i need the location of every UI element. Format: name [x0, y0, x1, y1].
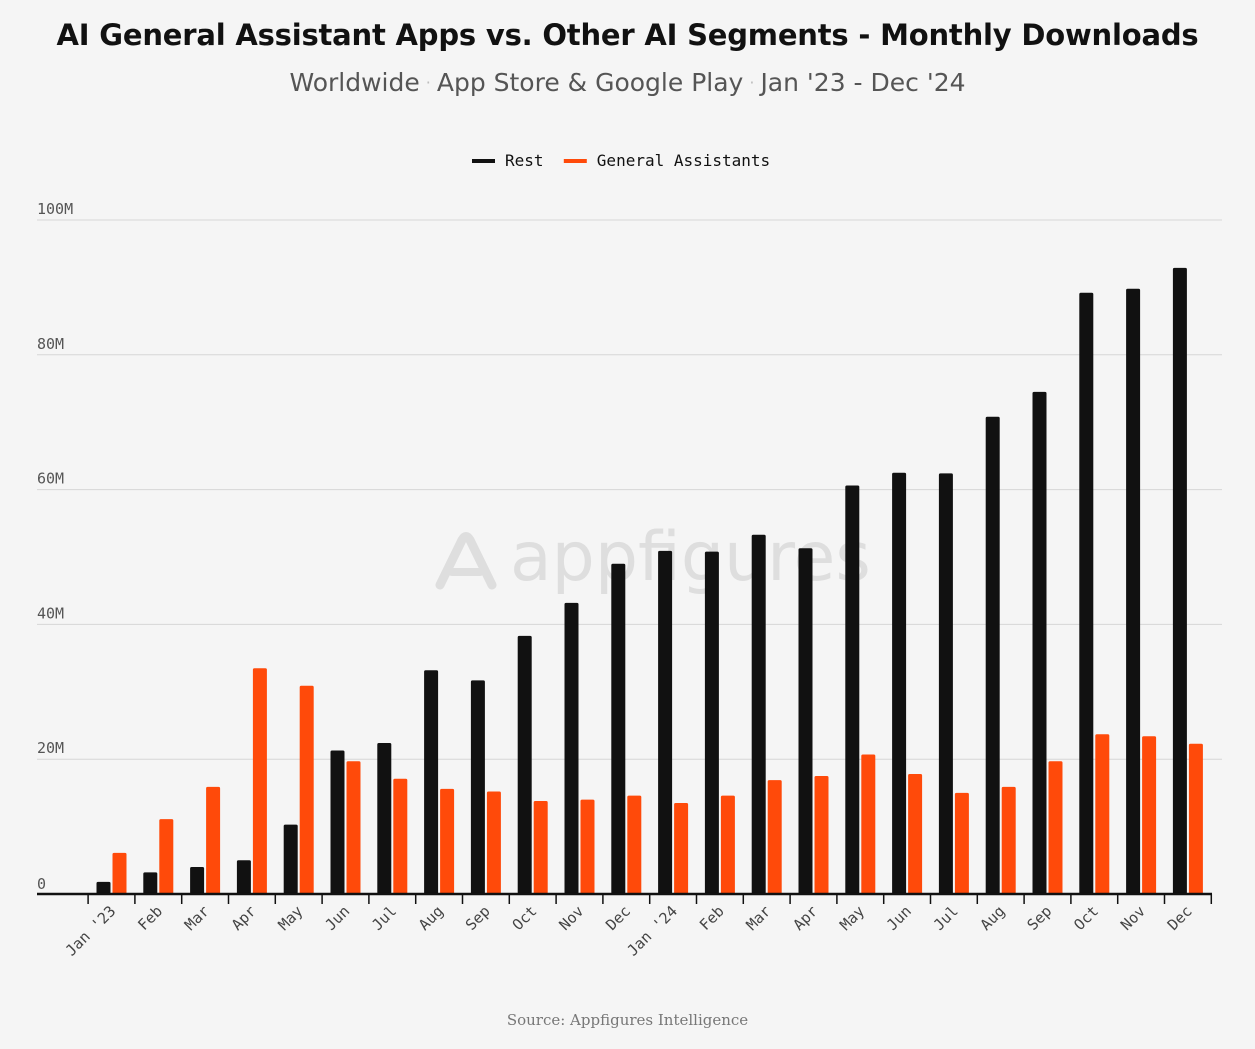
bar-general-assistants	[252, 668, 267, 894]
subtitle-separator: ·	[425, 73, 431, 92]
bar-general-assistants	[299, 685, 314, 894]
bar-rest	[1079, 292, 1094, 894]
bar-rest	[517, 635, 532, 894]
x-tick-label: Jul	[368, 902, 400, 934]
bar-rest	[1172, 267, 1187, 894]
x-tick-label: Jun	[883, 902, 915, 934]
bar-general-assistants	[954, 792, 969, 894]
bar-rest	[564, 602, 579, 894]
x-tick-label: Oct	[509, 902, 541, 934]
legend-label: Rest	[505, 151, 544, 170]
bar-general-assistants	[767, 780, 782, 894]
legend-label: General Assistants	[597, 151, 770, 170]
bar-rest	[330, 750, 345, 894]
bar-rest	[892, 472, 907, 894]
y-tick-label: 60M	[37, 470, 64, 488]
bar-rest	[470, 680, 485, 894]
bars	[96, 267, 1203, 894]
bar-general-assistants	[533, 800, 548, 894]
bar-general-assistants	[112, 852, 127, 894]
bar-rest	[1032, 391, 1047, 894]
x-tick-label: Nov	[555, 902, 587, 934]
bar-general-assistants	[1188, 743, 1203, 894]
bar-general-assistants	[1048, 761, 1063, 894]
bar-general-assistants	[206, 786, 221, 894]
bar-rest	[96, 881, 111, 894]
chart-subtitle: Worldwide · App Store & Google Play · Jan '2…	[0, 68, 1255, 97]
x-tick-label: Jan '24	[623, 902, 680, 959]
bar-rest	[704, 551, 719, 894]
bar-rest	[751, 534, 766, 894]
bar-rest	[845, 485, 860, 894]
x-tick-label: Jun	[321, 902, 353, 934]
bar-general-assistants	[1142, 736, 1157, 894]
x-tick-label: Apr	[789, 902, 821, 934]
source-note: Source: Appfigures Intelligence	[506, 1011, 749, 1029]
y-tick-label: 40M	[37, 604, 64, 622]
subtitle-stores: App Store & Google Play	[436, 68, 744, 97]
chart-title: AI General Assistant Apps vs. Other AI S…	[56, 18, 1199, 52]
x-tick-label: Jul	[930, 902, 962, 934]
bar-general-assistants	[486, 791, 501, 894]
x-tick-label: Aug	[415, 902, 447, 934]
x-tick-label: Dec	[1164, 902, 1196, 934]
legend-item-rest: Rest	[472, 151, 544, 170]
legend: Rest General Assistants	[472, 151, 770, 170]
bar-rest	[143, 872, 158, 894]
y-tick-label: 80M	[37, 335, 64, 353]
x-tick-label: May	[836, 902, 868, 934]
bar-general-assistants	[720, 795, 735, 894]
bar-general-assistants	[346, 761, 361, 894]
bar-rest	[424, 670, 439, 894]
x-tick-label: Oct	[1070, 902, 1102, 934]
appfigures-logo-icon	[435, 532, 497, 590]
x-tick-label: Feb	[696, 902, 728, 934]
x-tick-label: Mar	[743, 902, 775, 934]
x-tick-label: Aug	[977, 902, 1009, 934]
y-tick-label: 100M	[37, 200, 73, 218]
x-tick-label: Sep	[1023, 902, 1055, 934]
y-tick-label: 0	[37, 875, 46, 893]
bar-rest	[611, 563, 626, 894]
grid-lines	[37, 219, 1222, 760]
y-axis-tick-labels: 0 20M 40M 60M 80M 100M	[37, 200, 73, 893]
bar-general-assistants	[1001, 786, 1016, 894]
bar-general-assistants	[393, 778, 408, 894]
subtitle-date-range: Jan '23 - Dec '24	[760, 68, 966, 97]
y-tick-label: 20M	[37, 739, 64, 757]
bar-rest	[283, 824, 298, 894]
bar-general-assistants	[440, 788, 455, 894]
bar-rest	[938, 473, 953, 894]
bar-rest	[236, 860, 251, 894]
x-tick-label: Feb	[134, 902, 166, 934]
bar-general-assistants	[908, 774, 923, 894]
bar-rest	[190, 867, 205, 894]
x-tick-label: Dec	[602, 902, 634, 934]
bar-general-assistants	[159, 819, 174, 894]
legend-item-general-assistants: General Assistants	[563, 151, 770, 170]
x-tick-label: Apr	[228, 902, 260, 934]
bar-rest	[798, 548, 813, 894]
x-tick-label: May	[275, 902, 307, 934]
x-tick-label: Nov	[1117, 902, 1149, 934]
bar-general-assistants	[674, 803, 689, 894]
bar-rest	[1126, 288, 1141, 894]
x-tick-label: Jan '23	[62, 902, 119, 959]
bar-general-assistants	[1095, 734, 1110, 894]
bar-rest	[377, 743, 392, 894]
x-tick-label: Sep	[462, 902, 494, 934]
watermark-text: appfigures	[510, 518, 871, 597]
bar-rest	[985, 416, 1000, 894]
bar-general-assistants	[861, 754, 876, 894]
bar-general-assistants	[627, 795, 642, 894]
bar-general-assistants	[580, 799, 595, 894]
subtitle-separator: ·	[749, 73, 755, 92]
bar-rest	[658, 550, 673, 894]
subtitle-region: Worldwide	[289, 68, 420, 97]
x-tick-label: Mar	[181, 902, 213, 934]
bar-general-assistants	[814, 776, 829, 894]
x-axis: Jan '23 Feb Mar Apr May Jun Jul Aug Sep Oct Nov Dec…	[37, 892, 1213, 960]
